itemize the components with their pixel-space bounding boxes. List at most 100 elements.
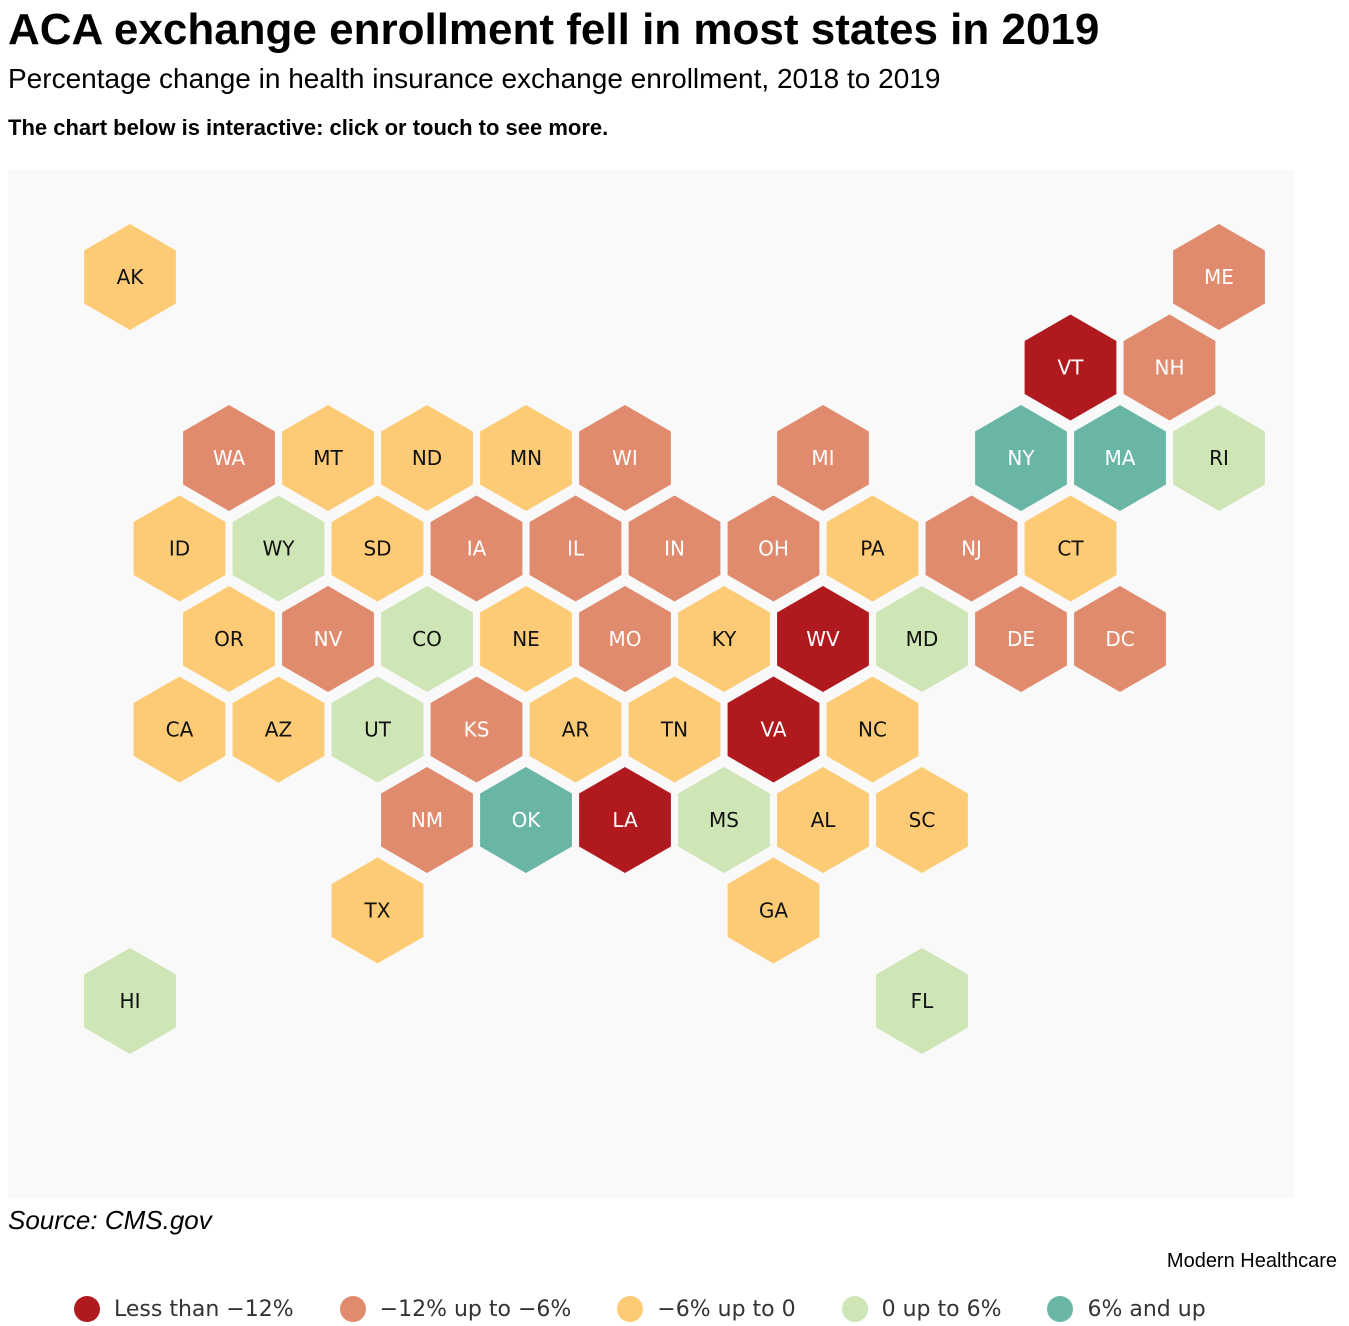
state-hex-shape[interactable]: [480, 405, 572, 511]
legend-item[interactable]: 0 up to 6%: [841, 1296, 1001, 1322]
state-hex-wy[interactable]: WY: [232, 495, 325, 602]
state-hex-shape[interactable]: [232, 495, 325, 602]
state-hex-ga[interactable]: GA: [727, 857, 820, 964]
state-hex-ri[interactable]: RI: [1173, 405, 1265, 511]
legend-item[interactable]: −12% up to −6%: [339, 1296, 571, 1322]
state-hex-shape[interactable]: [430, 676, 523, 783]
state-hex-de[interactable]: DE: [975, 586, 1067, 692]
state-hex-shape[interactable]: [975, 405, 1067, 511]
state-hex-shape[interactable]: [282, 586, 374, 692]
state-hex-shape[interactable]: [777, 767, 869, 873]
state-hex-ct[interactable]: CT: [1024, 495, 1117, 602]
state-hex-ut[interactable]: UT: [331, 676, 424, 783]
state-hex-or[interactable]: OR: [183, 586, 275, 692]
state-hex-shape[interactable]: [925, 495, 1018, 602]
state-hex-pa[interactable]: PA: [826, 495, 919, 602]
state-hex-shape[interactable]: [727, 857, 820, 964]
legend-item[interactable]: Less than −12%: [74, 1296, 294, 1322]
state-hex-nh[interactable]: NH: [1123, 314, 1216, 421]
state-hex-in[interactable]: IN: [628, 495, 721, 602]
state-hex-shape[interactable]: [678, 586, 770, 692]
state-hex-dc[interactable]: DC: [1074, 586, 1166, 692]
state-hex-la[interactable]: LA: [579, 767, 671, 873]
state-hex-va[interactable]: VA: [727, 676, 820, 783]
state-hex-shape[interactable]: [133, 676, 226, 783]
state-hex-sc[interactable]: SC: [876, 767, 968, 873]
state-hex-shape[interactable]: [777, 586, 869, 692]
state-hex-shape[interactable]: [84, 224, 176, 330]
legend-item[interactable]: −6% up to 0: [617, 1296, 796, 1322]
state-hex-shape[interactable]: [480, 767, 572, 873]
state-hex-shape[interactable]: [381, 586, 473, 692]
state-hex-shape[interactable]: [628, 495, 721, 602]
state-hex-shape[interactable]: [529, 676, 622, 783]
state-hex-nv[interactable]: NV: [282, 586, 374, 692]
state-hex-tx[interactable]: TX: [331, 857, 424, 964]
state-hex-shape[interactable]: [331, 857, 424, 964]
state-hex-shape[interactable]: [331, 676, 424, 783]
state-hex-mn[interactable]: MN: [480, 405, 572, 511]
state-hex-az[interactable]: AZ: [232, 676, 325, 783]
state-hex-id[interactable]: ID: [133, 495, 226, 602]
state-hex-ne[interactable]: NE: [480, 586, 572, 692]
state-hex-fl[interactable]: FL: [876, 948, 968, 1054]
state-hex-shape[interactable]: [975, 586, 1067, 692]
state-hex-shape[interactable]: [183, 586, 275, 692]
state-hex-shape[interactable]: [381, 405, 473, 511]
state-hex-wa[interactable]: WA: [183, 405, 275, 511]
state-hex-mt[interactable]: MT: [282, 405, 374, 511]
state-hex-wi[interactable]: WI: [579, 405, 671, 511]
state-hex-shape[interactable]: [1173, 224, 1265, 330]
state-hex-ca[interactable]: CA: [133, 676, 226, 783]
legend-item[interactable]: 6% and up: [1047, 1296, 1206, 1322]
state-hex-shape[interactable]: [876, 767, 968, 873]
state-hex-shape[interactable]: [1074, 586, 1166, 692]
state-hex-shape[interactable]: [579, 405, 671, 511]
state-hex-il[interactable]: IL: [529, 495, 622, 602]
state-hex-nd[interactable]: ND: [381, 405, 473, 511]
state-hex-shape[interactable]: [84, 948, 176, 1054]
state-hex-ok[interactable]: OK: [480, 767, 572, 873]
state-hex-ks[interactable]: KS: [430, 676, 523, 783]
state-hex-nc[interactable]: NC: [826, 676, 919, 783]
state-hex-shape[interactable]: [876, 586, 968, 692]
state-hex-ms[interactable]: MS: [678, 767, 770, 873]
state-hex-shape[interactable]: [282, 405, 374, 511]
state-hex-shape[interactable]: [480, 586, 572, 692]
state-hex-shape[interactable]: [826, 495, 919, 602]
state-hex-shape[interactable]: [826, 676, 919, 783]
state-hex-shape[interactable]: [777, 405, 869, 511]
state-hex-shape[interactable]: [727, 676, 820, 783]
state-hex-shape[interactable]: [1074, 405, 1166, 511]
state-hex-shape[interactable]: [529, 495, 622, 602]
state-hex-shape[interactable]: [628, 676, 721, 783]
state-hex-nm[interactable]: NM: [381, 767, 473, 873]
state-hex-shape[interactable]: [579, 767, 671, 873]
state-hex-vt[interactable]: VT: [1024, 314, 1117, 421]
state-hex-shape[interactable]: [133, 495, 226, 602]
state-hex-shape[interactable]: [727, 495, 820, 602]
state-hex-sd[interactable]: SD: [331, 495, 424, 602]
state-hex-ia[interactable]: IA: [430, 495, 523, 602]
state-hex-shape[interactable]: [876, 948, 968, 1054]
state-hex-co[interactable]: CO: [381, 586, 473, 692]
state-hex-wv[interactable]: WV: [777, 586, 869, 692]
state-hex-ar[interactable]: AR: [529, 676, 622, 783]
state-hex-shape[interactable]: [1024, 314, 1117, 421]
state-hex-nj[interactable]: NJ: [925, 495, 1018, 602]
state-hex-hi[interactable]: HI: [84, 948, 176, 1054]
state-hex-ak[interactable]: AK: [84, 224, 176, 330]
state-hex-shape[interactable]: [381, 767, 473, 873]
state-hex-shape[interactable]: [579, 586, 671, 692]
state-hex-oh[interactable]: OH: [727, 495, 820, 602]
state-hex-shape[interactable]: [331, 495, 424, 602]
state-hex-shape[interactable]: [1024, 495, 1117, 602]
state-hex-shape[interactable]: [678, 767, 770, 873]
state-hex-shape[interactable]: [430, 495, 523, 602]
state-hex-mo[interactable]: MO: [579, 586, 671, 692]
state-hex-shape[interactable]: [1173, 405, 1265, 511]
state-hex-md[interactable]: MD: [876, 586, 968, 692]
state-hex-ma[interactable]: MA: [1074, 405, 1166, 511]
state-hex-tn[interactable]: TN: [628, 676, 721, 783]
state-hex-shape[interactable]: [232, 676, 325, 783]
